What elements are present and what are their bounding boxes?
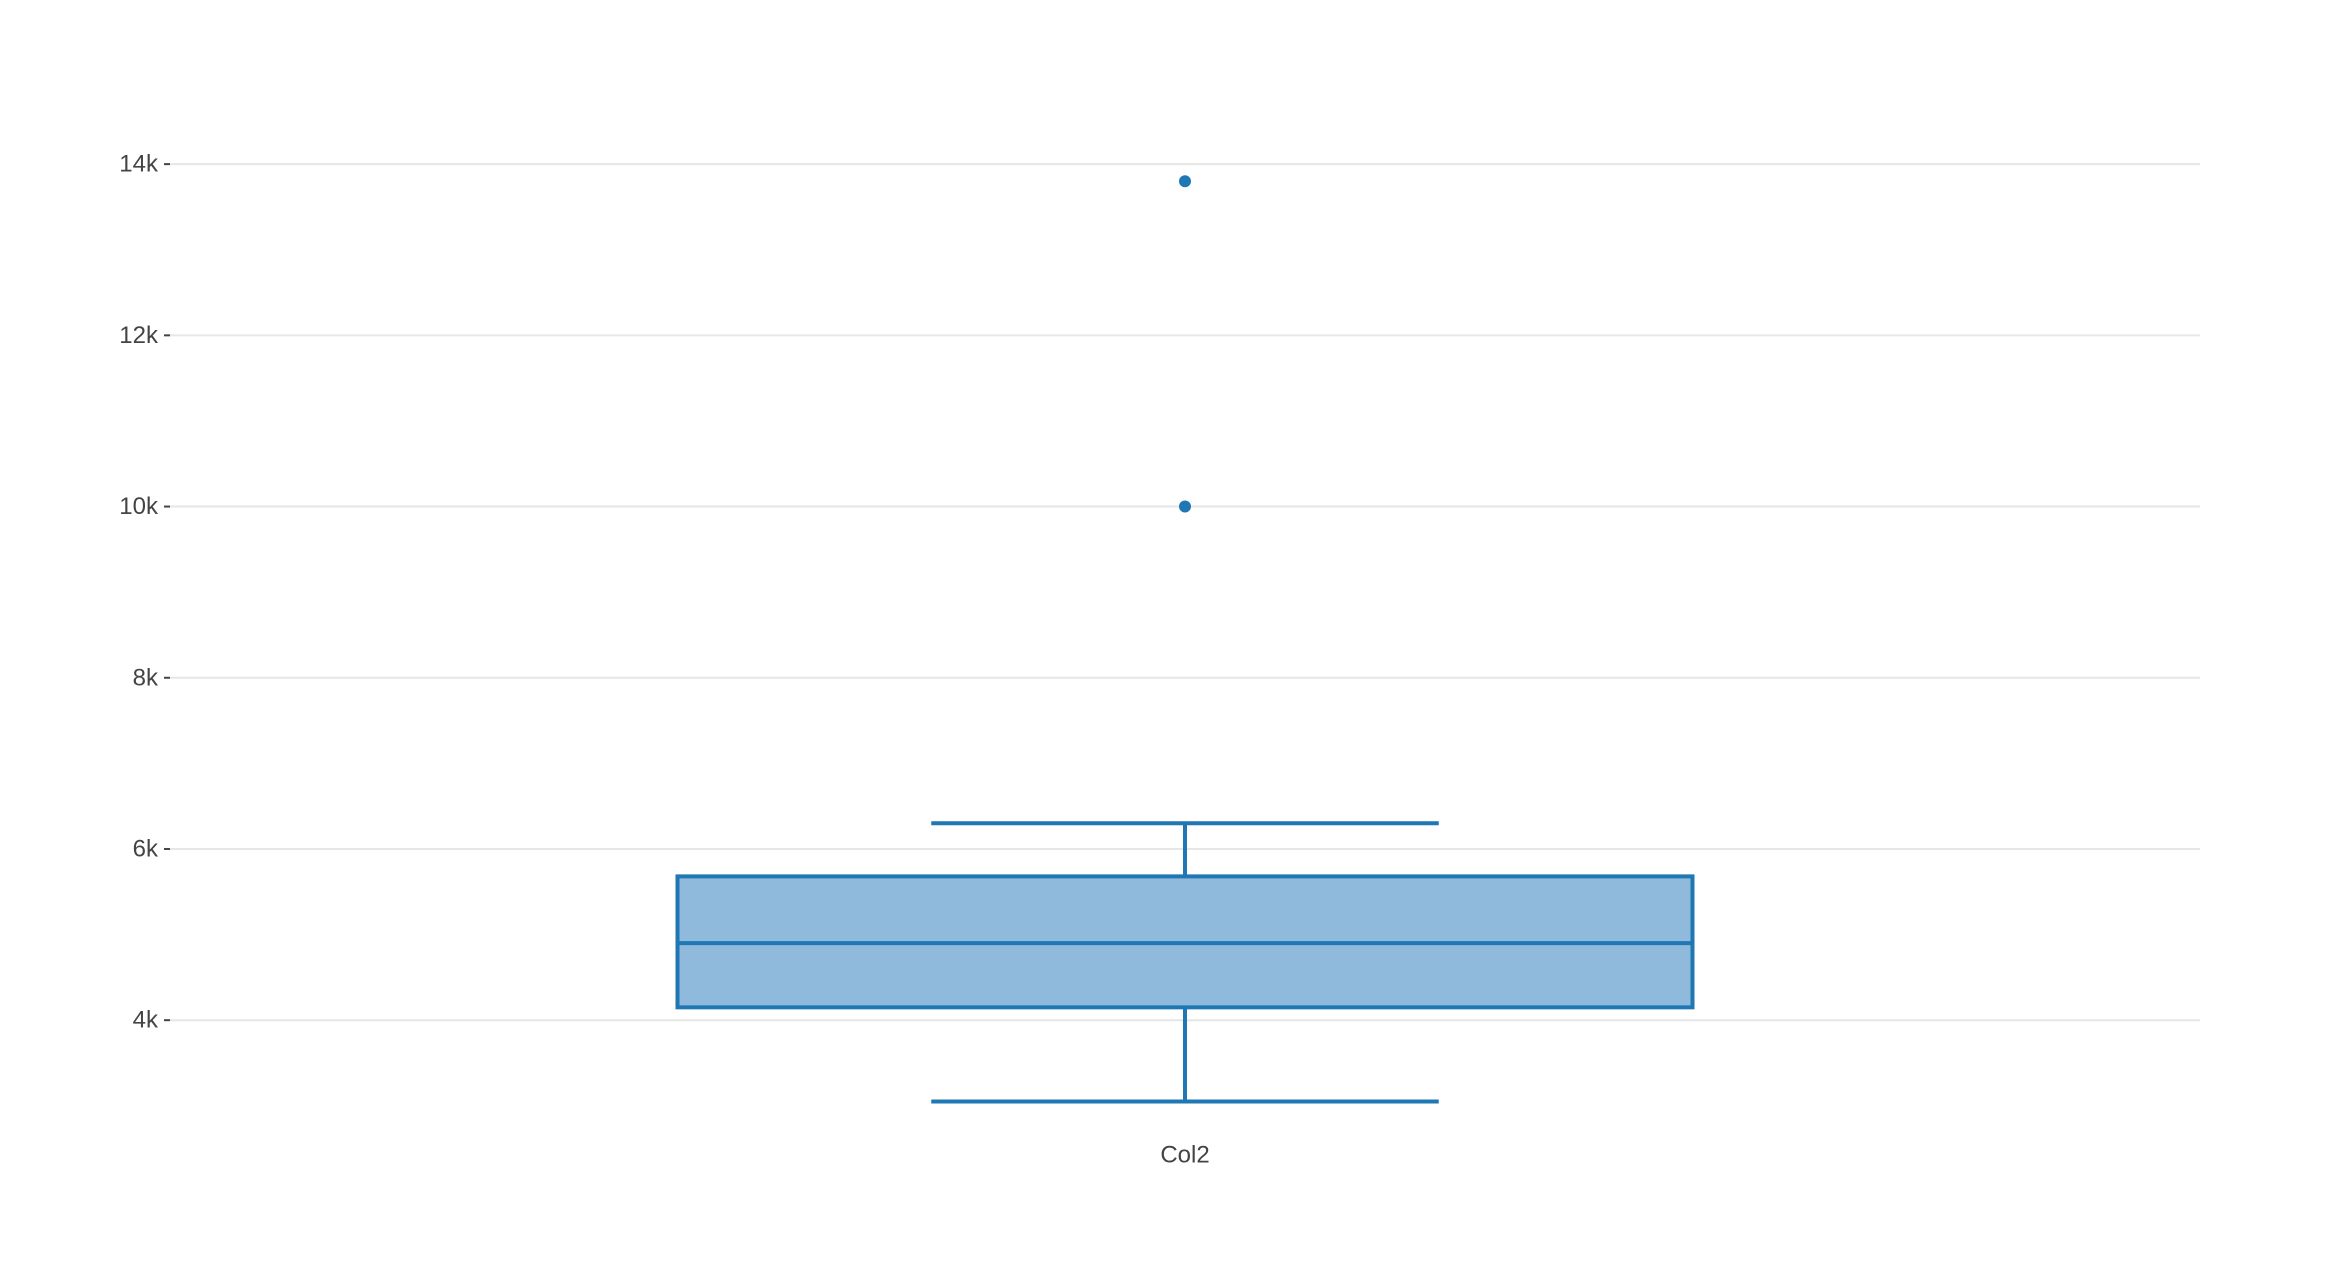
y-tick-label: 10k: [119, 493, 159, 520]
y-axis-tick-labels: 4k 6k 8k 10k 12k 14k: [119, 151, 170, 1034]
y-tick-label: 14k: [119, 151, 159, 178]
x-tick-label: Col2: [1160, 1142, 1209, 1169]
outlier-point[interactable]: [1179, 500, 1191, 513]
outlier-point[interactable]: [1179, 175, 1191, 188]
x-axis-tick-labels: Col2: [1160, 1142, 1209, 1169]
y-tick-label: 6k: [133, 835, 159, 862]
box-col2[interactable]: [675, 175, 1695, 1104]
y-tick-label: 12k: [119, 322, 159, 349]
y-tick-label: 8k: [133, 664, 159, 691]
box-trace[interactable]: [675, 175, 1695, 1104]
y-tick-label: 4k: [133, 1007, 159, 1034]
grid-layer: [170, 163, 2200, 1022]
